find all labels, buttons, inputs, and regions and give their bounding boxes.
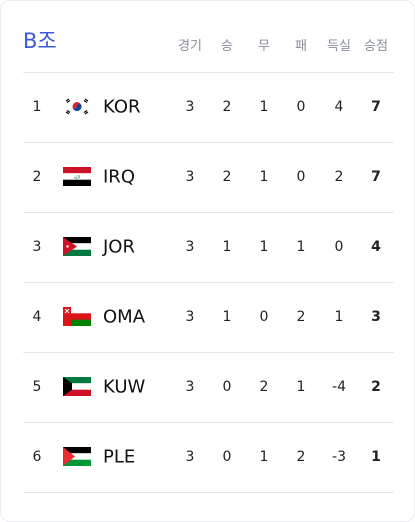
rank: 1 <box>32 99 42 115</box>
divider <box>23 352 394 353</box>
divider <box>23 492 394 493</box>
team-name: KOR <box>103 96 141 118</box>
stat: 3 <box>185 239 195 255</box>
team-name: PLE <box>103 446 136 468</box>
stat: 4 <box>334 99 344 115</box>
points: 1 <box>371 449 381 465</box>
points: 2 <box>371 379 381 395</box>
stat: 2 <box>259 379 269 395</box>
stat: 2 <box>296 449 306 465</box>
team-flag <box>63 447 91 466</box>
stat: 0 <box>222 449 232 465</box>
stat: 1 <box>259 169 269 185</box>
stat: 1 <box>296 239 306 255</box>
team-flag <box>63 97 91 116</box>
stat: 3 <box>185 449 195 465</box>
column-header: 무 <box>258 39 270 54</box>
rank: 3 <box>32 239 42 255</box>
team-flag: الله <box>63 167 91 186</box>
stat: 0 <box>334 239 344 255</box>
team-flag <box>63 307 91 326</box>
rank: 5 <box>32 379 42 395</box>
divider <box>23 212 394 213</box>
stat: 1 <box>259 99 269 115</box>
stat: 1 <box>296 379 306 395</box>
divider <box>23 142 394 143</box>
stat: 0 <box>222 379 232 395</box>
team-name: OMA <box>103 306 146 328</box>
team-flag <box>63 237 91 256</box>
team-name: IRQ <box>103 166 135 188</box>
stat: 2 <box>296 309 306 325</box>
stat: -3 <box>332 449 346 465</box>
column-header: 승점 <box>364 39 388 54</box>
stat: 2 <box>222 169 232 185</box>
stat: 2 <box>222 99 232 115</box>
stat: 1 <box>259 239 269 255</box>
stat: 3 <box>185 309 195 325</box>
group-title: B조 <box>23 29 57 53</box>
stat: 1 <box>222 309 232 325</box>
column-header: 득실 <box>327 39 351 54</box>
stat: 2 <box>334 169 344 185</box>
team-name: KUW <box>103 376 146 398</box>
rank: 4 <box>32 309 42 325</box>
team-flag <box>63 377 91 396</box>
stat: 0 <box>259 309 269 325</box>
stat: 1 <box>259 449 269 465</box>
stat: -4 <box>332 379 346 395</box>
stat: 3 <box>185 169 195 185</box>
points: 7 <box>371 99 381 115</box>
stat: 1 <box>222 239 232 255</box>
rank: 6 <box>32 449 42 465</box>
stat: 0 <box>296 99 306 115</box>
column-header: 승 <box>221 39 233 54</box>
svg-text:الله: الله <box>74 175 81 180</box>
divider <box>23 422 394 423</box>
column-header: 경기 <box>178 39 202 54</box>
points: 7 <box>371 169 381 185</box>
rank: 2 <box>32 169 42 185</box>
points: 3 <box>371 309 381 325</box>
divider <box>23 282 394 283</box>
divider <box>23 72 394 73</box>
column-header: 패 <box>295 39 307 54</box>
team-name: JOR <box>103 236 135 258</box>
stat: 3 <box>185 379 195 395</box>
points: 4 <box>371 239 381 255</box>
stat: 1 <box>334 309 344 325</box>
stat: 3 <box>185 99 195 115</box>
stat: 0 <box>296 169 306 185</box>
